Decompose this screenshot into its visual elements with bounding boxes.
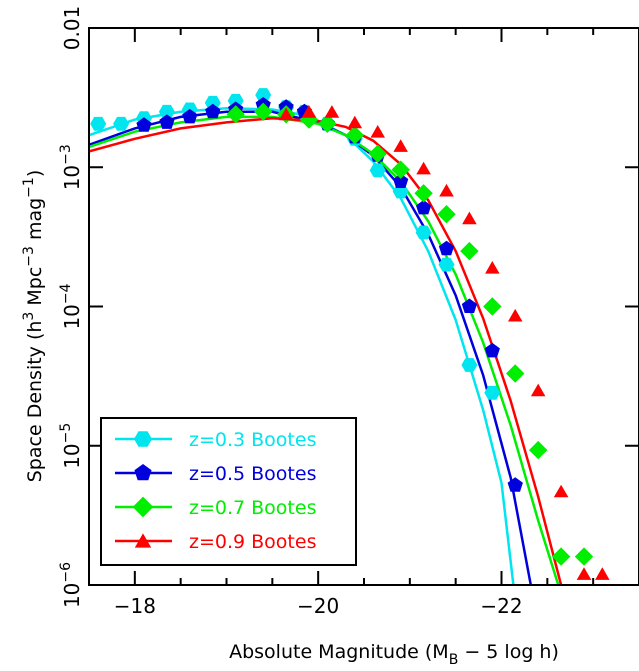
data-point	[415, 225, 432, 240]
data-point	[508, 308, 523, 322]
legend-marker	[132, 496, 154, 518]
legend: z=0.3 Bootes z=0.5 Bootes z=0.7 Bootes z=0.…	[100, 417, 357, 566]
data-point	[574, 547, 594, 566]
x-axis-title: Absolute Magnitude (MB − 5 log h)	[229, 641, 559, 668]
axis-ticks	[88, 27, 639, 586]
data-point	[158, 104, 175, 119]
data-point	[204, 95, 221, 110]
fit-curve	[89, 116, 563, 585]
data-points	[90, 88, 610, 580]
data-point	[438, 257, 455, 272]
data-point	[414, 184, 433, 203]
data-point	[553, 484, 569, 498]
data-point	[484, 385, 501, 400]
data-point	[462, 211, 477, 225]
legend-marker	[134, 431, 152, 447]
data-point	[416, 161, 431, 175]
data-point	[460, 241, 479, 261]
data-point	[485, 261, 500, 274]
data-point	[113, 116, 130, 131]
data-point	[507, 477, 523, 492]
data-point	[369, 163, 386, 178]
data-point	[530, 383, 546, 397]
legend-entry: z=0.7 Bootes	[115, 496, 316, 519]
data-point	[393, 139, 408, 152]
data-point	[551, 547, 571, 566]
data-point	[318, 114, 337, 133]
legend-label: z=0.3 Bootes	[189, 429, 316, 451]
data-point	[136, 117, 152, 132]
y-tick-label: 0.01	[60, 6, 84, 51]
legend-label: z=0.7 Bootes	[189, 497, 316, 519]
legend-entry: z=0.3 Bootes	[115, 429, 316, 451]
data-point	[205, 103, 221, 119]
legend-entry: z=0.9 Bootes	[115, 531, 316, 553]
data-point	[595, 567, 610, 580]
data-point	[483, 297, 502, 316]
y-tick-labels: 10−6 10−5 10−4 10−3 0.01	[58, 6, 84, 608]
legend-marker	[134, 464, 152, 481]
data-point	[439, 183, 454, 197]
data-point	[393, 173, 409, 188]
y-tick-label: 10−3	[58, 144, 84, 190]
data-point	[255, 88, 272, 102]
y-tick-label: 10−4	[58, 283, 84, 329]
data-point	[484, 342, 500, 358]
data-point	[576, 567, 592, 580]
data-point	[345, 126, 364, 145]
legend-entry: z=0.5 Bootes	[115, 463, 316, 485]
legend-label: z=0.9 Bootes	[189, 531, 316, 553]
y-tick-label: 10−5	[58, 423, 84, 469]
data-point	[347, 115, 363, 129]
x-tick-label: −20	[297, 594, 339, 618]
legend-marker	[134, 533, 152, 548]
data-point	[391, 160, 410, 179]
data-point	[506, 364, 525, 383]
data-point	[438, 240, 455, 256]
data-point	[437, 205, 456, 224]
data-point	[461, 298, 477, 313]
data-point	[227, 93, 244, 108]
data-point	[226, 105, 245, 124]
y-tick-label: 10−6	[58, 562, 84, 608]
data-point	[254, 102, 273, 121]
data-point	[278, 107, 294, 121]
data-point	[90, 116, 107, 131]
data-point	[461, 358, 478, 372]
x-tick-labels: −18 −20 −22	[114, 594, 523, 618]
data-point	[370, 125, 385, 138]
data-point	[529, 440, 548, 460]
y-axis-title: Space Density (h3 Mpc−3 mag−1)	[21, 170, 46, 483]
data-point	[159, 114, 175, 129]
legend-label: z=0.5 Bootes	[189, 463, 316, 485]
data-point	[416, 200, 432, 215]
x-tick-label: −22	[480, 594, 522, 618]
data-point	[324, 105, 340, 118]
data-point	[301, 105, 317, 118]
x-tick-label: −18	[114, 594, 156, 618]
data-point	[368, 144, 387, 163]
data-point	[182, 108, 198, 124]
